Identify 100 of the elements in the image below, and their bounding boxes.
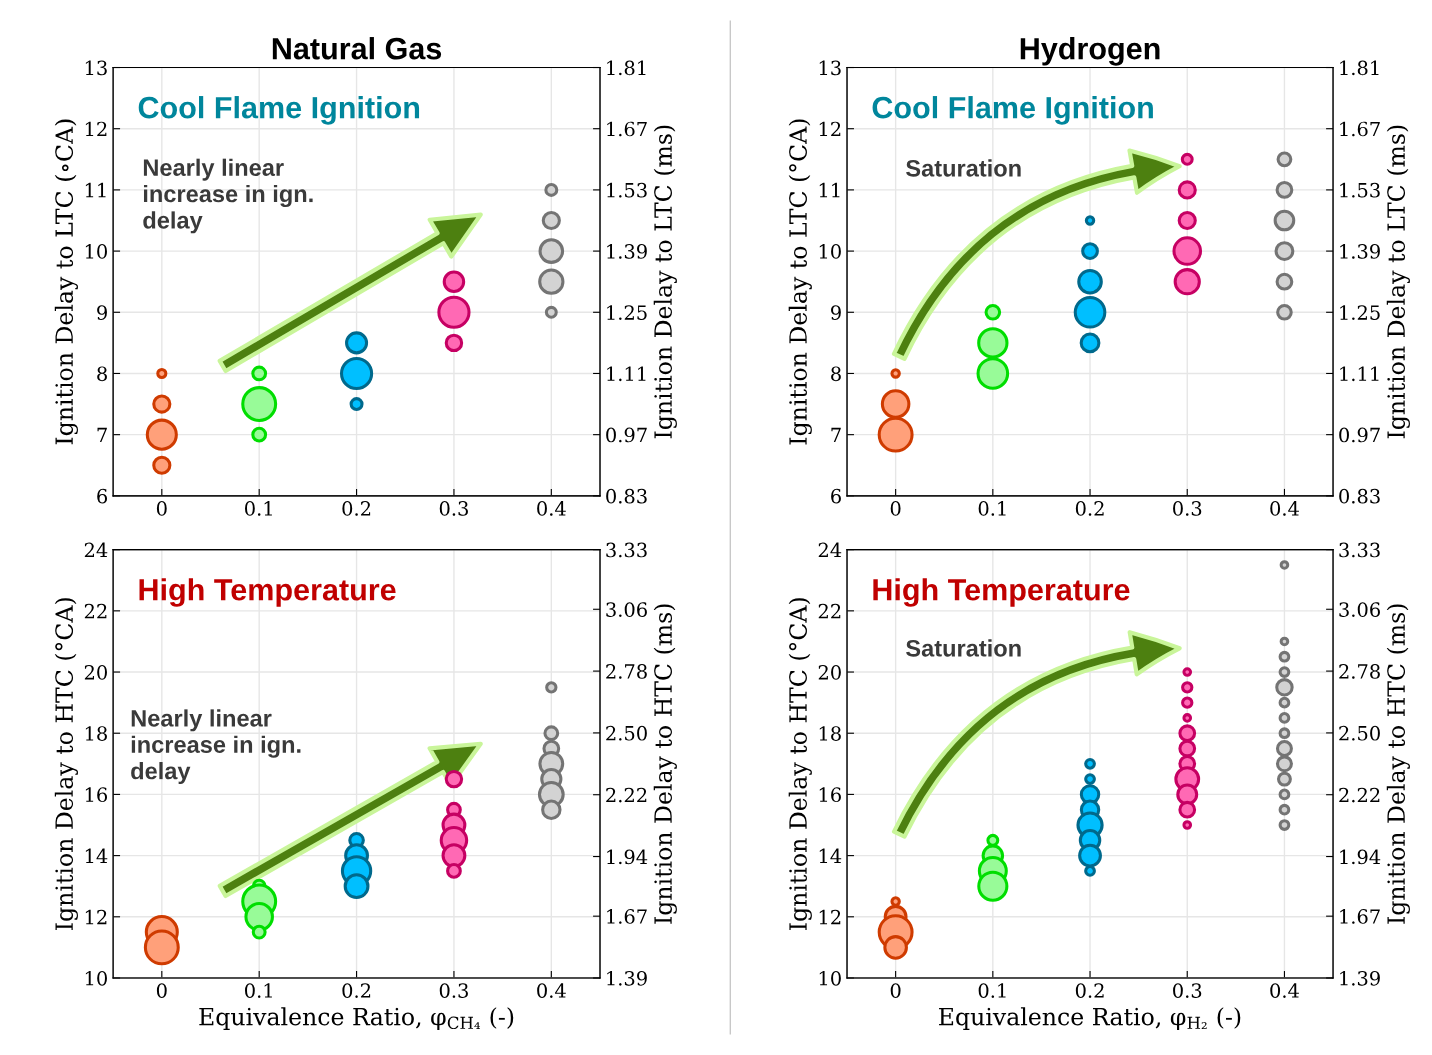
annotation: Cool Flame Ignition (138, 96, 420, 125)
x-axis-title: Equivalence Ratio, φ$_{H₂}$ (-) (939, 1007, 1241, 1031)
x-tick-label: 0.1 (245, 501, 272, 516)
y-tick-label: 7 (831, 427, 841, 443)
y-tick-label: 12 (85, 909, 107, 925)
y-axis-title: Ignition Delay to HTC (°CA) (788, 598, 812, 931)
x-tick-label: 0 (890, 983, 901, 998)
y2-tick-label: 1.25 (1340, 305, 1380, 320)
y2-tick-label: 1.81 (1340, 60, 1379, 76)
y-tick-label: 9 (97, 305, 107, 320)
y2-tick-label: 1.67 (1340, 909, 1380, 924)
x-tick-label: 0.3 (439, 983, 468, 998)
y-tick-label: 18 (85, 726, 107, 741)
y-tick-label: 13 (85, 60, 107, 76)
y2-tick-label: 1.39 (607, 970, 647, 986)
y-tick-label: 6 (97, 488, 108, 504)
y-tick-label: 11 (85, 182, 106, 198)
x-tick-label: 0.2 (342, 501, 371, 516)
y-tick-label: 22 (818, 603, 841, 619)
annotation: Nearly linear increase in ign. delay (131, 709, 301, 785)
x-tick-label: 0.3 (439, 501, 468, 516)
y-axis-title: Ignition Delay to LTC (∘CA) (54, 119, 78, 445)
y-tick-label: 8 (97, 366, 107, 382)
x-tick-label: 0.1 (978, 501, 1006, 516)
y-tick-label: 9 (831, 305, 841, 320)
annotation: High Temperature (873, 578, 1130, 607)
y-tick-label: 7 (97, 427, 107, 443)
y2-tick-label: 1.11 (1340, 366, 1379, 382)
y2-tick-label: 1.94 (607, 849, 648, 865)
y2-tick-label: 1.39 (607, 244, 647, 259)
y2-tick-label: 1.81 (607, 60, 646, 76)
y2-axis-title: Ignition Delay to HTC (ms) (1386, 604, 1410, 924)
y2-tick-label: 2.50 (1339, 725, 1380, 741)
y2-axis-title: Ignition Delay to LTC (ms) (1386, 125, 1410, 439)
y2-tick-label: 1.53 (607, 182, 647, 198)
y2-tick-label: 1.39 (1340, 244, 1380, 259)
x-tick-label: 0.3 (1173, 983, 1202, 998)
x-tick-label: 0.2 (1075, 983, 1104, 998)
annotation: High Temperature (139, 578, 396, 607)
y2-tick-label: 0.83 (606, 488, 647, 504)
y2-tick-label: 1.94 (1340, 849, 1381, 865)
y-tick-label: 20 (84, 664, 107, 680)
y2-tick-label: 1.53 (1340, 182, 1380, 198)
y2-tick-label: 1.67 (607, 909, 647, 924)
x-tick-label: 0.3 (1173, 501, 1202, 516)
x-tick-label: 0 (890, 501, 901, 516)
y2-tick-label: 1.25 (607, 305, 647, 320)
y2-tick-label: 3.33 (606, 542, 647, 558)
y2-tick-label: 3.06 (606, 602, 647, 617)
y-tick-label: 18 (819, 726, 841, 741)
y-tick-label: 10 (819, 970, 841, 986)
x-tick-label: 0 (156, 983, 167, 998)
y-tick-label: 24 (84, 542, 108, 558)
y-tick-label: 11 (819, 182, 840, 198)
annotation: Cool Flame Ignition (872, 96, 1153, 125)
annotation: Saturation (906, 159, 1021, 177)
x-tick-label: 0.4 (1270, 501, 1299, 516)
chart-title: Hydrogen (1020, 37, 1160, 66)
x-tick-label: 0.4 (1270, 983, 1299, 998)
y2-tick-label: 1.11 (607, 366, 646, 382)
y-tick-label: 14 (85, 848, 108, 863)
y-axis-title: Ignition Delay to LTC (°CA) (788, 119, 812, 445)
y-tick-label: 24 (818, 542, 842, 558)
x-tick-label: 0.4 (537, 501, 566, 516)
y2-tick-label: 0.97 (606, 427, 647, 443)
y2-tick-label: 2.50 (606, 725, 647, 741)
y-tick-label: 8 (831, 366, 841, 382)
y2-tick-label: 1.39 (1340, 970, 1380, 986)
y-tick-label: 6 (831, 488, 841, 504)
y2-tick-label: 2.22 (606, 787, 647, 803)
y-tick-label: 22 (84, 603, 107, 619)
y2-tick-label: 1.67 (607, 121, 647, 137)
y2-tick-label: 0.97 (1339, 427, 1380, 443)
y-tick-label: 12 (819, 121, 841, 137)
y-axis-title: Ignition Delay to HTC (°CA) (54, 598, 78, 931)
y2-tick-label: 0.83 (1339, 488, 1380, 504)
y2-axis-title: Ignition Delay to HTC (ms) (653, 604, 677, 924)
y-tick-label: 14 (819, 848, 842, 863)
x-tick-label: 0 (156, 501, 167, 516)
y2-tick-label: 2.78 (606, 664, 647, 679)
y-tick-label: 20 (818, 664, 841, 680)
x-tick-label: 0.4 (537, 983, 566, 998)
x-tick-label: 0.2 (342, 983, 371, 998)
y-tick-label: 12 (819, 909, 841, 925)
x-axis-title: Equivalence Ratio, φ$_{CH₄}$ (-) (199, 1007, 514, 1031)
annotation: Nearly linear increase in ign. delay (143, 158, 313, 234)
y-tick-label: 16 (819, 787, 841, 803)
y-tick-label: 16 (85, 787, 108, 803)
y-tick-label: 12 (85, 121, 107, 137)
chart-title: Natural Gas (272, 37, 442, 60)
y2-tick-label: 2.22 (1339, 787, 1380, 803)
y2-tick-label: 3.33 (1339, 542, 1380, 558)
y2-tick-label: 1.67 (1340, 121, 1380, 137)
y-tick-label: 10 (819, 244, 841, 259)
y-tick-label: 10 (85, 970, 107, 986)
y2-axis-title: Ignition Delay to LTC (ms) (653, 125, 677, 439)
y-tick-label: 10 (85, 244, 107, 259)
x-tick-label: 0.2 (1075, 501, 1104, 516)
y2-tick-label: 3.06 (1339, 602, 1380, 617)
y-tick-label: 13 (819, 60, 841, 76)
